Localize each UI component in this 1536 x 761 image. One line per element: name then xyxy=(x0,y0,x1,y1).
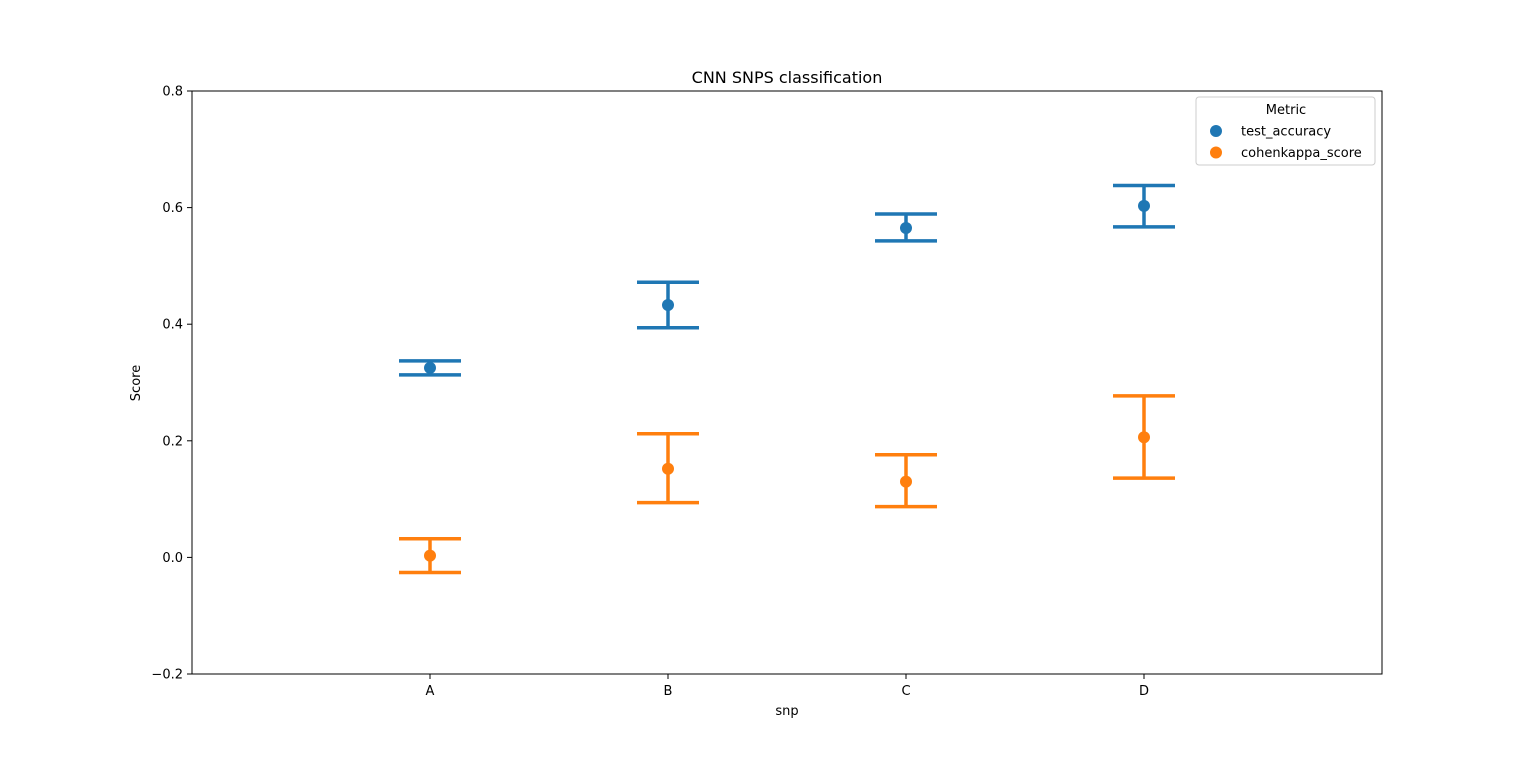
legend-marker-cohenkappa_score xyxy=(1210,146,1222,159)
point-cohenkappa_score-B xyxy=(662,462,674,475)
y-tick-label: 0.2 xyxy=(162,434,183,449)
y-tick-label: −0.2 xyxy=(151,668,183,683)
y-tick-label: 0.4 xyxy=(162,318,183,333)
plot-frame xyxy=(191,90,1383,675)
point-cohenkappa_score-C xyxy=(900,475,912,488)
series-cohenkappa_score xyxy=(399,394,1175,575)
y-axis-label: Score xyxy=(129,365,144,401)
y-tick-label: 0.8 xyxy=(162,85,183,100)
point-test_accuracy-B xyxy=(662,298,674,311)
x-tick-label: D xyxy=(1139,684,1149,699)
marks-layer xyxy=(399,183,1175,575)
y-tick-label: 0.0 xyxy=(162,551,183,566)
x-tick-label: C xyxy=(901,684,910,699)
x-tick-label: A xyxy=(426,684,435,699)
point-cohenkappa_score-A xyxy=(424,549,436,562)
legend-title: Metric xyxy=(1266,103,1306,118)
point-test_accuracy-A xyxy=(424,361,436,374)
chart-title: CNN SNPS classification xyxy=(692,68,883,87)
legend-frame xyxy=(1195,96,1376,166)
y-tick-label: 0.6 xyxy=(162,201,183,216)
point-test_accuracy-C xyxy=(900,222,912,235)
legend-items: test_accuracy cohenkappa_score xyxy=(1210,125,1362,161)
legend-label-test_accuracy: test_accuracy xyxy=(1241,125,1331,140)
x-axis-label: snp xyxy=(775,704,798,719)
point-test_accuracy-D xyxy=(1138,199,1150,212)
legend-marker-test_accuracy xyxy=(1210,125,1222,137)
legend: Metric test_accuracy cohenkappa_score xyxy=(1195,96,1376,166)
point-cohenkappa_score-D xyxy=(1138,431,1150,444)
x-tick-label: B xyxy=(664,684,673,699)
legend-label-cohenkappa_score: cohenkappa_score xyxy=(1241,146,1362,161)
series-test_accuracy xyxy=(399,183,1175,377)
axes-layer: −0.2 0.0 0.2 0.4 0.6 0.8 A B C D xyxy=(151,85,1383,699)
